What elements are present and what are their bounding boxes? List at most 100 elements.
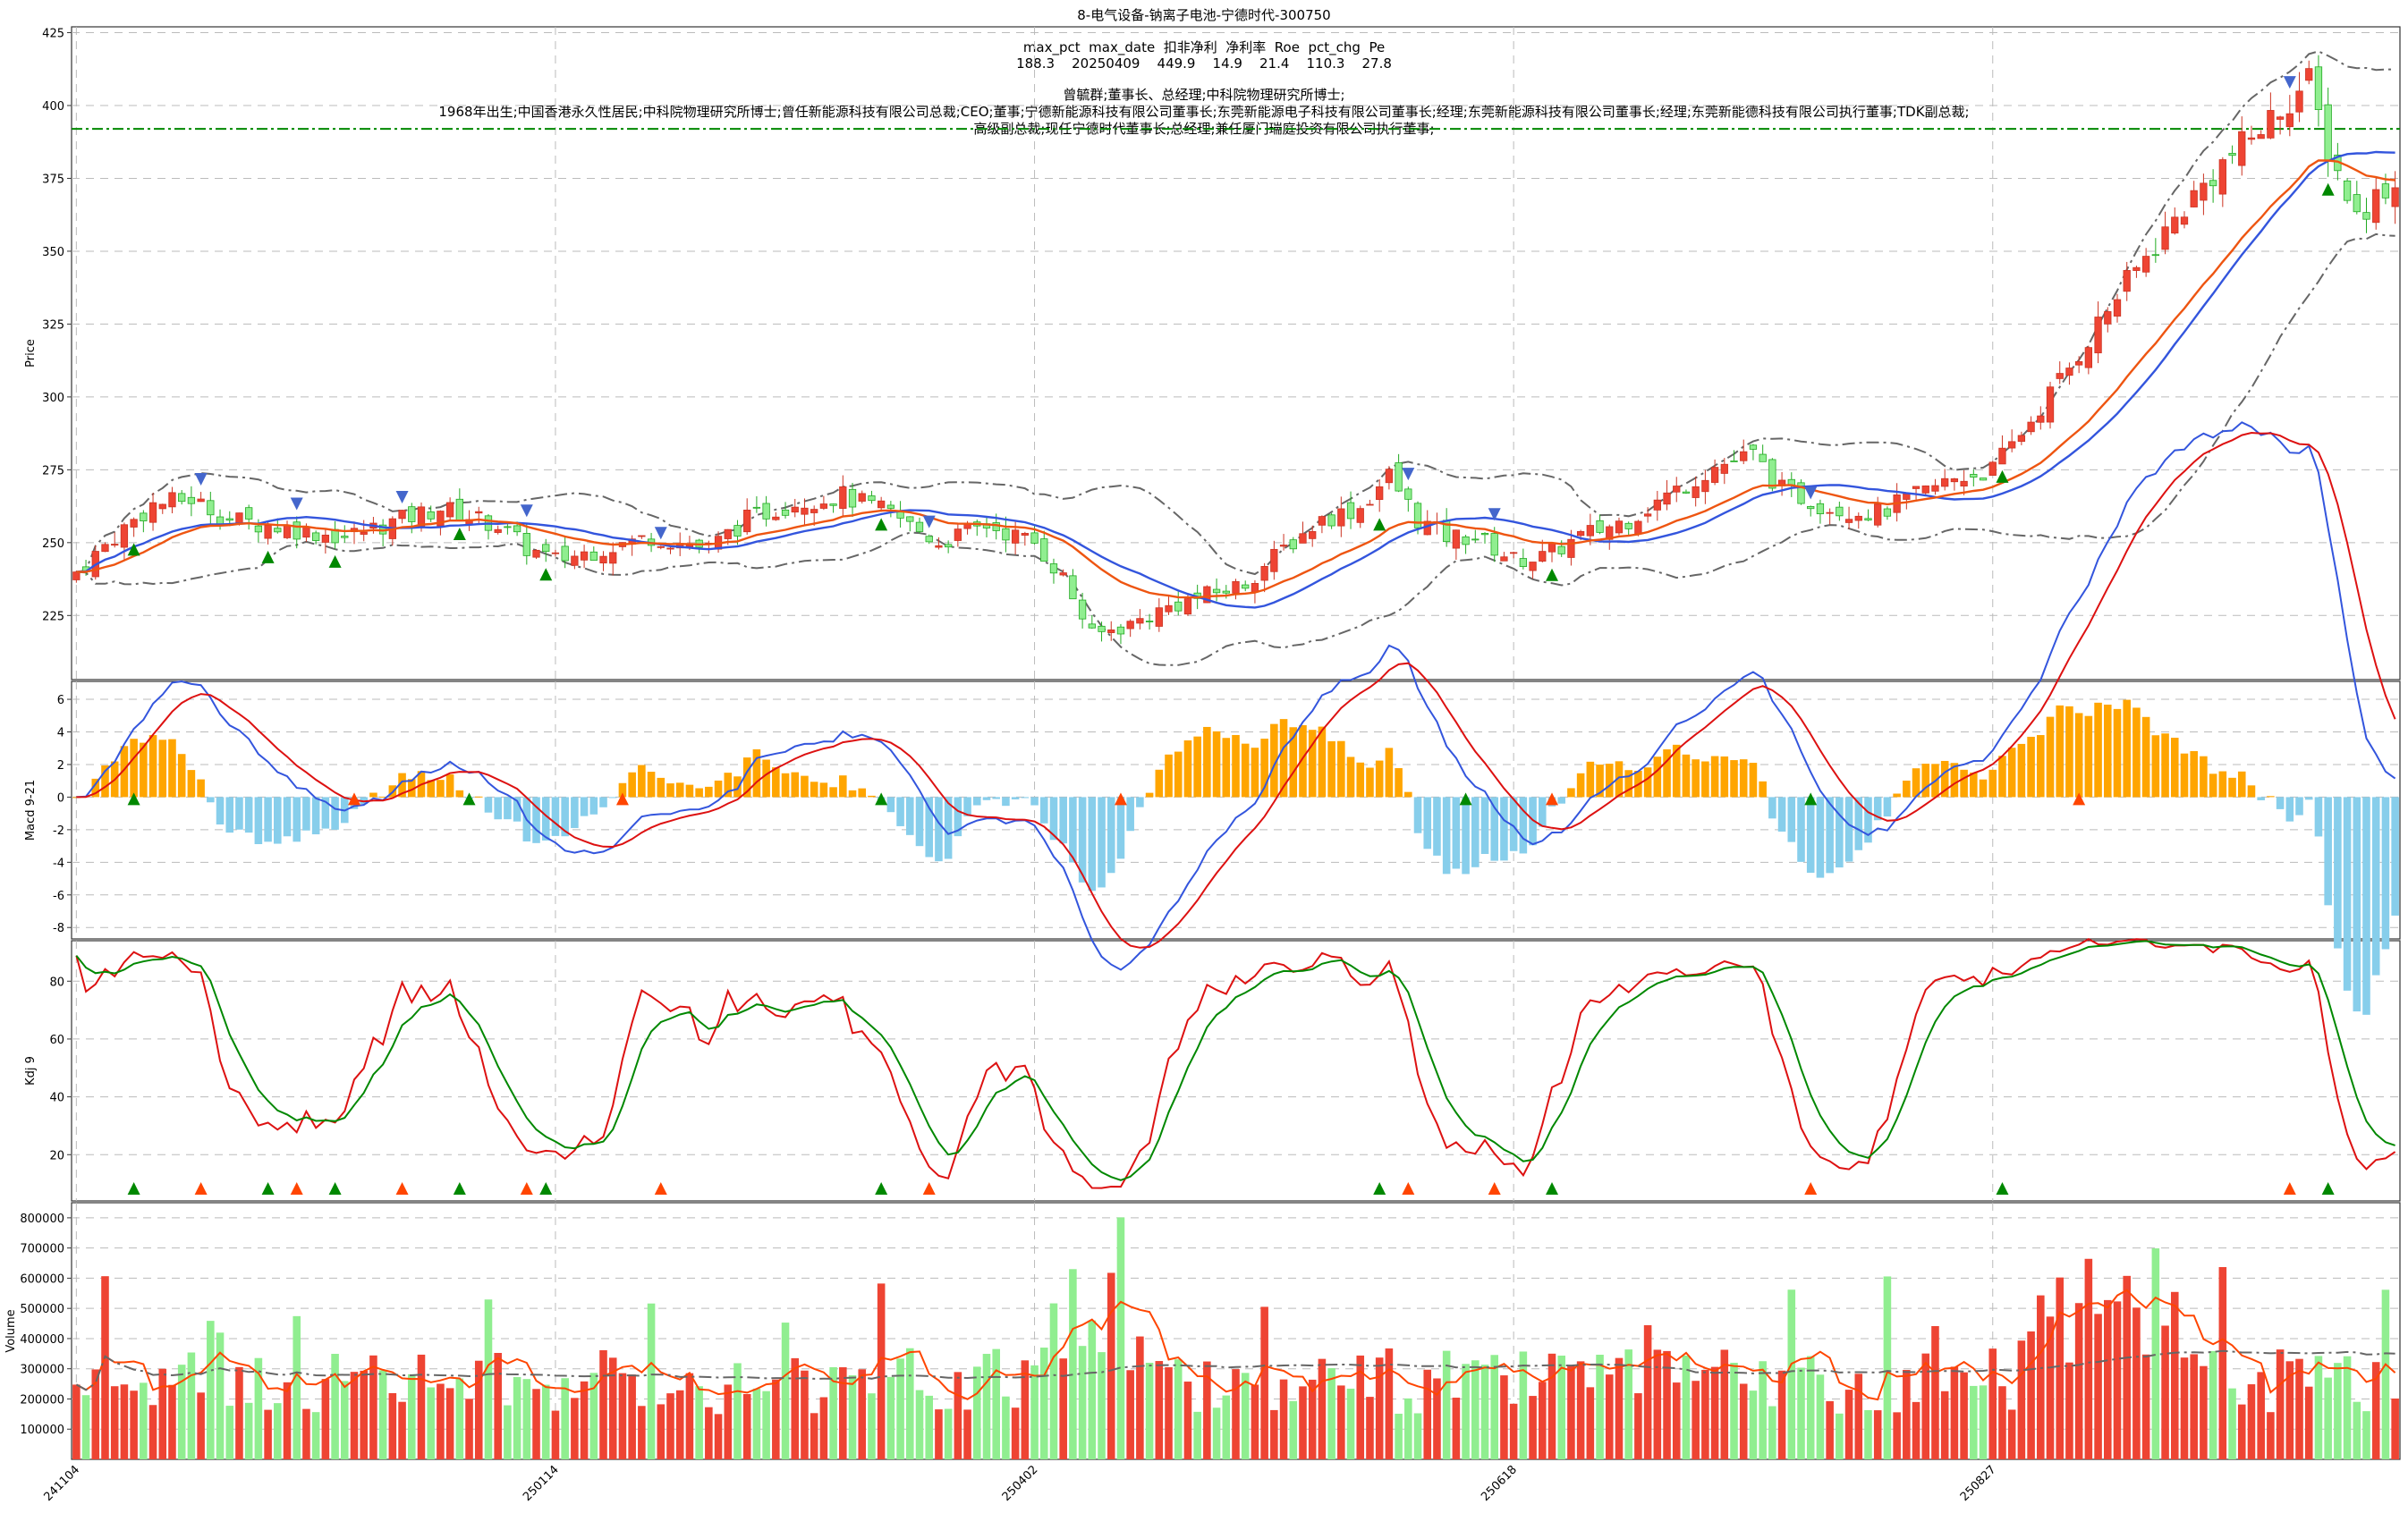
volume-bar <box>829 1366 837 1459</box>
volume-y-tick-label: 500000 <box>20 1303 64 1316</box>
macd-histogram-bar <box>1299 724 1307 798</box>
macd-cross-marker <box>1545 792 1558 806</box>
macd-histogram-bar <box>2190 750 2198 798</box>
candle-body <box>743 510 751 533</box>
macd-panel-frame <box>71 680 2401 940</box>
candle-body <box>2075 361 2083 366</box>
volume-bar <box>2276 1349 2285 1459</box>
volume-bar <box>1576 1361 1585 1459</box>
volume-bar <box>2084 1258 2093 1459</box>
macd-histogram-bar <box>657 777 666 798</box>
volume-bar <box>1538 1382 1547 1459</box>
macd-histogram-bar <box>2257 797 2265 800</box>
macd-histogram-bar <box>1663 748 1671 798</box>
macd-histogram-bar <box>1950 763 1959 798</box>
candle-body <box>1413 503 1422 528</box>
macd-histogram-bar <box>2161 733 2169 798</box>
macd-histogram-bar <box>2343 797 2352 991</box>
macd-y-tick-label: 2 <box>57 759 64 773</box>
macd-histogram-bar <box>407 779 416 798</box>
candle-body <box>1145 621 1154 622</box>
candle-body <box>580 551 589 561</box>
macd-histogram-bar <box>551 797 560 836</box>
macd-histogram-bar <box>2065 706 2073 798</box>
macd-histogram-bar <box>1653 756 1662 798</box>
macd-histogram-bar <box>1039 797 1048 824</box>
macd-histogram-bar <box>2094 702 2102 798</box>
macd-histogram-bar <box>666 783 674 798</box>
candle-body <box>1452 529 1461 549</box>
price-sell-marker <box>922 515 936 528</box>
candle-body <box>2141 256 2150 273</box>
volume-bar <box>801 1370 809 1459</box>
volume-bar <box>437 1383 445 1459</box>
macd-histogram-bar <box>398 773 406 798</box>
candle-body <box>2104 311 2112 325</box>
kdj-y-tick-label: 80 <box>49 976 64 989</box>
candle-body <box>2027 421 2035 433</box>
volume-bar <box>2362 1411 2370 1459</box>
macd-histogram-bar <box>455 790 464 798</box>
volume-bar <box>1289 1400 1298 1459</box>
candle-body <box>1337 508 1345 527</box>
volume-bar <box>2267 1412 2275 1459</box>
kdj-y-tick-label: 20 <box>49 1149 64 1162</box>
candle-body <box>2123 270 2131 292</box>
volume-bar <box>935 1409 943 1459</box>
candle-body <box>197 498 205 503</box>
macd-histogram-bar <box>1395 768 1403 798</box>
volume-bar <box>752 1388 761 1459</box>
volume-ma-line <box>75 1289 2396 1401</box>
macd-histogram-bar <box>1203 726 1211 798</box>
volume-bar <box>1615 1357 1624 1459</box>
macd-histogram-bar <box>791 772 800 798</box>
candle-body <box>1279 545 1288 547</box>
volume-bar <box>522 1379 531 1459</box>
volume-bar <box>762 1390 770 1459</box>
volume-bar <box>1653 1349 1662 1459</box>
volume-bar <box>388 1392 397 1459</box>
macd-histogram-bar <box>2104 705 2112 798</box>
volume-bar <box>1462 1364 1470 1459</box>
volume-bar <box>1586 1387 1595 1459</box>
macd-histogram-bar <box>1596 765 1604 798</box>
macd-histogram-bar <box>1730 760 1738 798</box>
macd-histogram-bar <box>1251 748 1259 798</box>
volume-bar <box>1021 1360 1030 1459</box>
price-y-tick-label: 400 <box>42 100 64 114</box>
candle-body <box>1663 492 1671 505</box>
volume-y-tick-label: 400000 <box>20 1333 64 1347</box>
macd-y-axis-label: Macd 9-21 <box>24 780 38 841</box>
volume-bar <box>2141 1354 2150 1459</box>
candle-body <box>2200 182 2208 201</box>
macd-histogram-bar <box>1797 797 1805 862</box>
volume-bar <box>1002 1396 1010 1459</box>
volume-bar <box>982 1354 991 1459</box>
macd-histogram-bar <box>283 797 292 837</box>
macd-histogram-bar <box>1701 761 1709 798</box>
volume-bar <box>455 1378 464 1459</box>
candle-body <box>72 571 81 580</box>
volume-bar <box>407 1374 416 1459</box>
macd-histogram-bar <box>1155 769 1164 798</box>
candle-body <box>101 544 109 553</box>
macd-histogram-bar <box>1529 797 1537 846</box>
macd-histogram-bar <box>1759 781 1767 798</box>
volume-bar <box>1299 1386 1307 1459</box>
volume-bar <box>2074 1303 2083 1459</box>
macd-histogram-bar <box>1126 797 1134 832</box>
macd-histogram-bar <box>1739 759 1748 798</box>
macd-histogram-bar <box>474 796 483 798</box>
volume-bar <box>91 1369 100 1459</box>
volume-bar <box>120 1384 129 1459</box>
candle-body <box>1547 542 1556 553</box>
volume-bar <box>1241 1373 1250 1459</box>
candle-body <box>2056 373 2064 379</box>
volume-bar <box>2343 1356 2352 1459</box>
candle-body <box>1404 488 1412 500</box>
macd-histogram-bar <box>2123 699 2131 798</box>
price-sell-marker <box>1804 486 1818 500</box>
candle-body <box>2228 153 2236 156</box>
candle-body <box>878 500 886 509</box>
candle-body <box>235 512 243 524</box>
